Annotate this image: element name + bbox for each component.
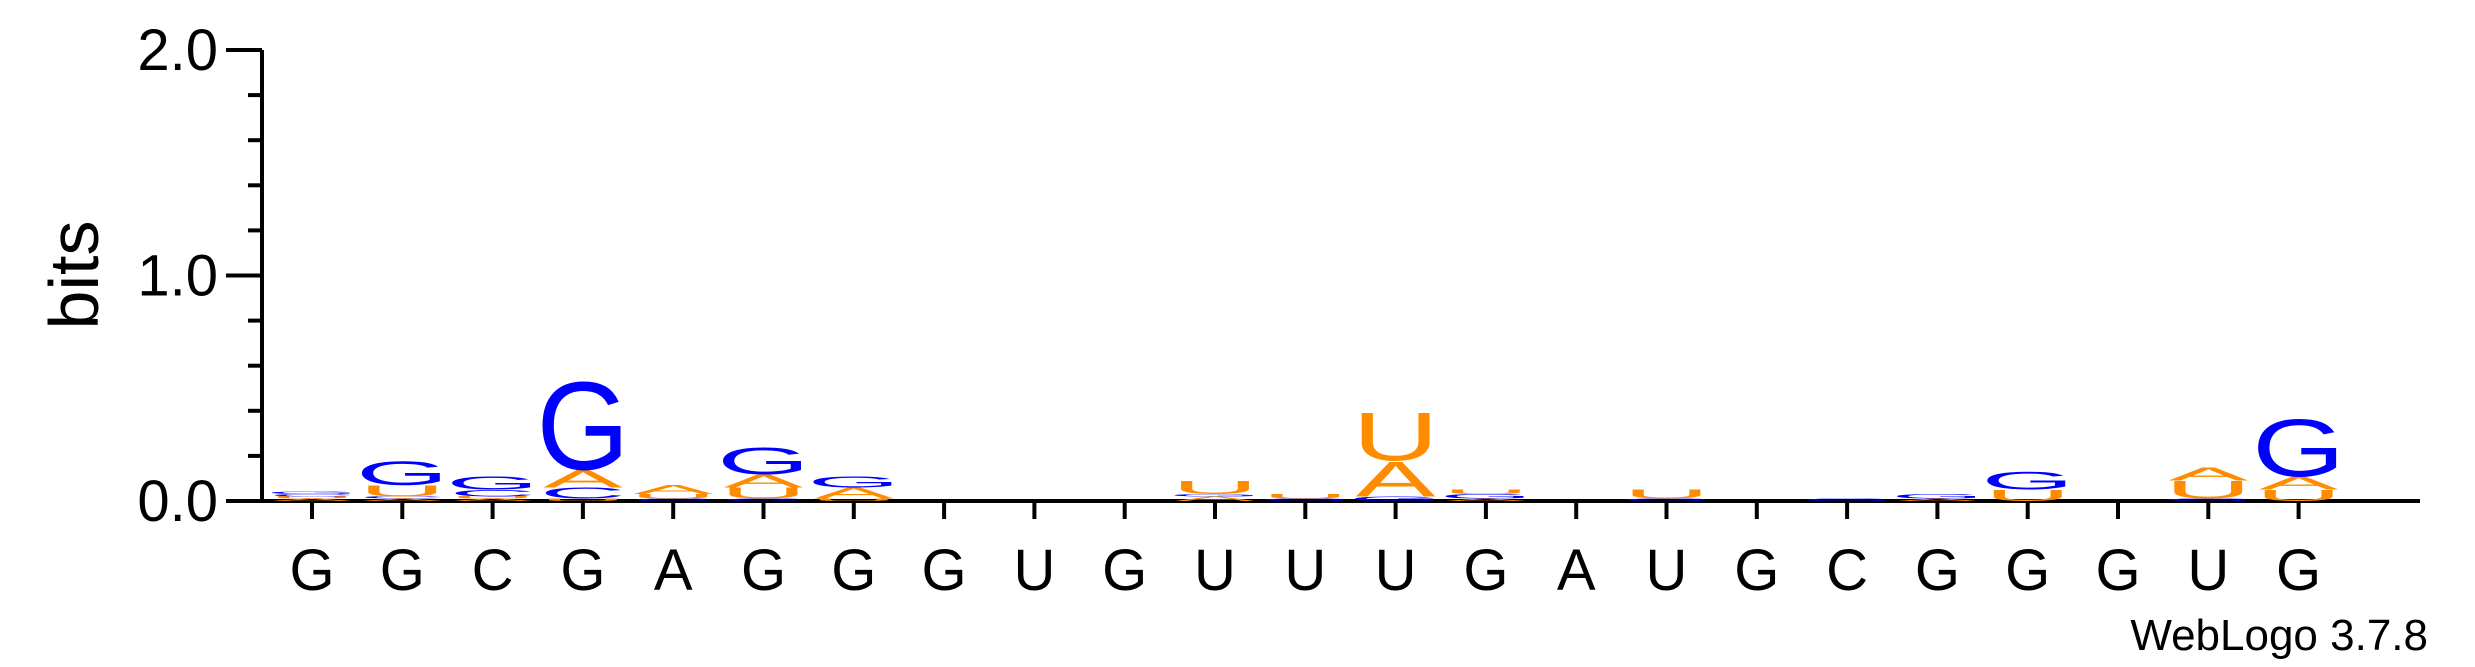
- x-tick-label: U: [1284, 538, 1326, 603]
- x-tick-label: G: [831, 538, 876, 603]
- logo-letter-u: U: [2165, 476, 2251, 504]
- logo-letter-a: A: [633, 483, 713, 497]
- logo-letter-u: U: [1985, 487, 2071, 504]
- logo-letter-c: C: [449, 488, 535, 499]
- logo-letter-u: U: [1443, 489, 1529, 496]
- weblogo-credit: WebLogo 3.7.8: [2130, 611, 2428, 660]
- x-tick-label: G: [2005, 538, 2050, 603]
- logo-letter-g: G: [717, 440, 810, 482]
- logo-letter-g: G: [2252, 402, 2345, 494]
- y-tick-label: 1.0: [137, 244, 218, 309]
- logo-letter-a: A: [1356, 452, 1436, 508]
- x-tick-label: G: [2095, 538, 2140, 603]
- logo-letter-g: G: [266, 491, 359, 494]
- y-axis-label: bits: [35, 221, 113, 330]
- logo-letter-a: A: [362, 498, 443, 501]
- logo-letter-g: G: [1259, 498, 1352, 501]
- logo-letter-u: U: [1623, 487, 1709, 501]
- logo-letter-u: U: [1262, 493, 1348, 500]
- logo-letter-g: G: [536, 356, 629, 496]
- logo-letter-g: G: [1981, 467, 2074, 495]
- y-tick-label: 0.0: [137, 469, 218, 534]
- logo-letter-a: A: [1175, 495, 1255, 502]
- x-tick-label: U: [1375, 538, 1417, 603]
- x-tick-label: U: [1013, 538, 1055, 603]
- x-tick-label: U: [1194, 538, 1236, 603]
- logo-letter-u: U: [269, 496, 355, 499]
- x-tick-label: G: [560, 538, 605, 603]
- logo-letter-a: A: [1446, 498, 1527, 501]
- logo-letter-g: G: [807, 473, 900, 490]
- logo-letter-a: A: [814, 485, 894, 502]
- logo-letter-a: A: [453, 498, 534, 501]
- logo-letter-a: A: [2259, 473, 2339, 494]
- logo-letter-g: G: [1891, 493, 1984, 500]
- x-tick-label: G: [289, 538, 334, 603]
- logo-letter-g: G: [356, 454, 449, 493]
- x-tick-label: A: [654, 538, 693, 603]
- y-tick-label: 2.0: [137, 18, 218, 83]
- logo-letter-g: G: [1801, 498, 1894, 501]
- x-tick-label: A: [1557, 538, 1596, 603]
- x-tick-label: G: [922, 538, 967, 603]
- logo-letter-g: G: [1620, 498, 1713, 501]
- logo-letter-g: G: [2162, 498, 2255, 501]
- logo-letter-c: C: [630, 498, 716, 501]
- logo-letter-u: U: [540, 498, 626, 501]
- x-tick-label: G: [1463, 538, 1508, 603]
- x-tick-label: C: [472, 538, 514, 603]
- logo-letter-g: G: [446, 473, 539, 494]
- x-tick-label: G: [1734, 538, 1779, 603]
- x-tick-label: C: [1826, 538, 1868, 603]
- x-tick-label: G: [1915, 538, 1960, 603]
- logo-letter-u: U: [630, 493, 716, 500]
- x-tick-label: G: [380, 538, 425, 603]
- x-tick-label: U: [2187, 538, 2229, 603]
- logo-letter-c: C: [269, 494, 355, 497]
- logo-letter-a: A: [2168, 464, 2248, 485]
- logo-letter-u: U: [811, 498, 897, 501]
- logo-letter-u: U: [2255, 487, 2341, 504]
- logo-letter-a: A: [1898, 498, 1979, 501]
- logo-letter-g: G: [1439, 493, 1532, 500]
- logo-letter-u: U: [720, 485, 806, 502]
- logo-letter-g: G: [1169, 494, 1262, 497]
- x-tick-label: G: [1102, 538, 1147, 603]
- x-tick-label: G: [2276, 538, 2321, 603]
- logo-letter-a: A: [724, 471, 804, 492]
- logo-letter-u: U: [1172, 478, 1258, 499]
- logo-letter-u: U: [449, 496, 535, 499]
- x-tick-label: U: [1646, 538, 1688, 603]
- logo-letter-a: A: [543, 465, 623, 493]
- x-tick-label: G: [741, 538, 786, 603]
- y-ticks: 0.0 1.0 2.0: [137, 18, 262, 534]
- logo-letter-c: C: [359, 496, 445, 499]
- logo-letter-c: C: [720, 498, 806, 501]
- logo-letter-a: A: [272, 498, 353, 501]
- logo-letter-c: C: [540, 485, 626, 502]
- logo-letter-g: G: [1349, 495, 1442, 502]
- logo-letter-u: U: [1352, 398, 1438, 475]
- logo-letter-u: U: [359, 483, 445, 500]
